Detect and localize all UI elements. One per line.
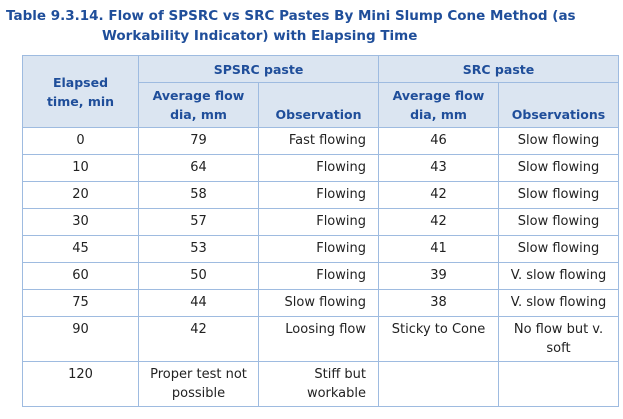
table-cell: Flowing (258, 181, 379, 209)
table-row: 75 44 Slow flowing 38 V. slow flowing (22, 289, 619, 317)
table-cell: V. slow flowing (498, 262, 619, 290)
group-header: SPSRC paste (138, 55, 379, 83)
table-cell: Fast flowing (258, 127, 379, 155)
header-cell: Observation (258, 82, 379, 128)
table-cell: 39 (378, 262, 499, 290)
table-cell: Flowing (258, 154, 379, 182)
group-header-row: Elapsed time, min SPSRC paste SRC paste (22, 55, 619, 128)
table-row: 90 42 Loosing flow Sticky to Cone No flow bu… (22, 316, 619, 362)
table-cell: 58 (138, 181, 259, 209)
table-cell: 0 (22, 127, 139, 155)
table-cell: Slow flowing (498, 208, 619, 236)
table-row: 60 50 Flowing 39 V. slow flowing (22, 262, 619, 290)
table-cell: Flowing (258, 235, 379, 263)
table-cell: Slow flowing (498, 235, 619, 263)
table-cell: Sticky to Cone (378, 316, 499, 362)
table-cell: 42 (378, 208, 499, 236)
table-cell: 60 (22, 262, 139, 290)
table-cell: 41 (378, 235, 499, 263)
table-cell: 30 (22, 208, 139, 236)
table-cell: 45 (22, 235, 139, 263)
table-cell: 46 (378, 127, 499, 155)
table-cell: 75 (22, 289, 139, 317)
table-cell: 57 (138, 208, 259, 236)
table-row: 30 57 Flowing 42 Slow flowing (22, 208, 619, 236)
table-body: 0 79 Fast flowing 46 Slow flowing 10 64 Flowing… (22, 127, 619, 407)
table-cell: 10 (22, 154, 139, 182)
table-cell: 38 (378, 289, 499, 317)
table-cell: 42 (138, 316, 259, 362)
table-cell: Flowing (258, 262, 379, 290)
title-text: Flow of SPSRC vs SRC Pastes By Mini Slum… (102, 8, 576, 44)
table-cell: 120 (22, 361, 139, 407)
header-cell: Elapsed time, min (22, 55, 139, 128)
table-cell: 50 (138, 262, 259, 290)
table-cell: No flow but v. soft (498, 316, 619, 362)
table-row: 20 58 Flowing 42 Slow flowing (22, 181, 619, 209)
table-cell (378, 361, 499, 407)
title-label: Table 9.3.14. (6, 8, 104, 24)
header-cell: Observations (498, 82, 619, 128)
table-cell: 64 (138, 154, 259, 182)
header-row: Average flow dia, mm Observation Average… (23, 82, 619, 128)
table-cell: Slow flowing (258, 289, 379, 317)
table-cell: 20 (22, 181, 139, 209)
table-title: Table 9.3.14. Flow of SPSRC vs SRC Paste… (6, 6, 623, 46)
table-cell: Slow flowing (498, 181, 619, 209)
data-table: Elapsed time, min SPSRC paste SRC paste … (22, 55, 619, 407)
table-cell: 79 (138, 127, 259, 155)
table-row: 120 Proper test not possible Stiff but wor… (22, 361, 619, 407)
table-cell: 43 (378, 154, 499, 182)
table-cell: Proper test not possible (138, 361, 259, 407)
table-cell: 53 (138, 235, 259, 263)
table-row: 45 53 Flowing 41 Slow flowing (22, 235, 619, 263)
table-cell: 44 (138, 289, 259, 317)
table-row: 10 64 Flowing 43 Slow flowing (22, 154, 619, 182)
table-cell: 90 (22, 316, 139, 362)
table-cell: Stiff but workable (258, 361, 379, 407)
table-cell: Flowing (258, 208, 379, 236)
table-cell: Slow flowing (498, 127, 619, 155)
table-cell: 42 (378, 181, 499, 209)
header-cell: Average flow dia, mm (138, 82, 259, 128)
table-cell (498, 361, 619, 407)
group-header: SRC paste (378, 55, 619, 83)
table-cell: Slow flowing (498, 154, 619, 182)
table-row: 0 79 Fast flowing 46 Slow flowing (22, 127, 619, 155)
table-cell: V. slow flowing (498, 289, 619, 317)
table-cell: Loosing flow (258, 316, 379, 362)
header-cell: Average flow dia, mm (378, 82, 499, 128)
